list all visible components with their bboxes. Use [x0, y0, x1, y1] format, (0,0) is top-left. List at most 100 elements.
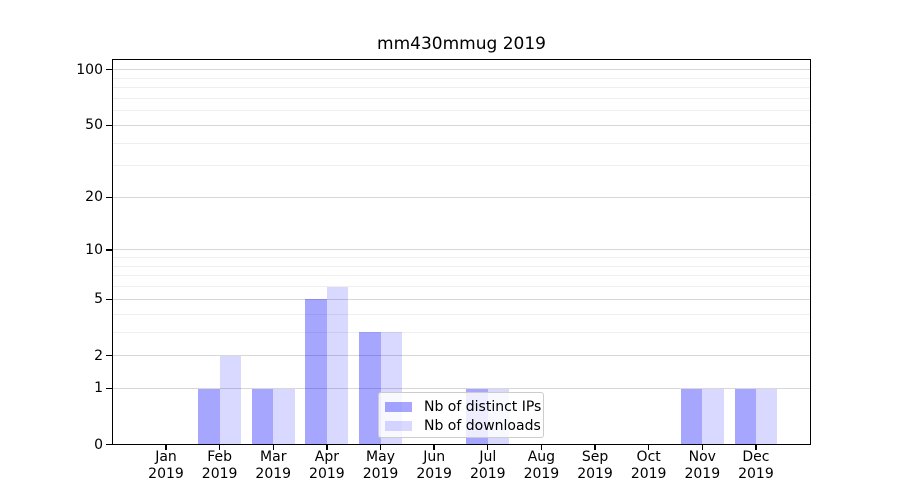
y-tick-mark-50: [106, 124, 112, 126]
gridline-minor-3: [112, 331, 811, 333]
gridline-minor-80: [112, 87, 811, 89]
legend-label-distinct-ips: Nb of distinct IPs: [424, 399, 542, 415]
y-tick-label-5: 5: [94, 291, 103, 308]
gridline-minor-30: [112, 165, 811, 167]
legend-item-downloads: Nb of downloads: [385, 417, 543, 435]
x-tick-mark-mar: [272, 445, 274, 450]
x-tick-label-aug: Aug 2019: [509, 449, 573, 483]
x-tick-label-oct: Oct 2019: [617, 449, 681, 483]
x-tick-month-may: May: [366, 449, 395, 465]
x-tick-month-sep: Sep: [581, 449, 609, 465]
bar-dec-nb-of-downloads: [755, 388, 778, 445]
x-tick-year-nov: 2019: [684, 466, 721, 482]
x-tick-label-jul: Jul 2019: [456, 449, 520, 483]
legend-item-distinct-ips: Nb of distinct IPs: [385, 398, 543, 416]
y-tick-mark-20: [106, 196, 112, 199]
x-tick-year-jan: 2019: [148, 466, 184, 482]
x-tick-month-oct: Oct: [636, 449, 661, 465]
x-tick-mark-jan: [165, 445, 167, 450]
bar-nov-nb-of-downloads: [702, 388, 724, 445]
y-tick-label-100: 100: [76, 61, 103, 78]
x-tick-year-apr: 2019: [309, 466, 345, 482]
x-tick-label-feb: Feb 2019: [188, 449, 252, 483]
x-tick-label-jan: Jan 2019: [134, 449, 198, 483]
bar-mar-nb-of-distinct-ips: [251, 388, 274, 445]
gridline-minor-7: [112, 275, 811, 277]
gridline-minor-9: [112, 257, 811, 259]
x-tick-month-nov: Nov: [688, 449, 716, 465]
gridline-minor-90: [112, 77, 811, 79]
gridline-minor-8: [112, 265, 811, 267]
x-tick-label-jun: Jun 2019: [402, 449, 466, 483]
y-tick-label-20: 20: [85, 189, 103, 206]
gridline-minor-6: [112, 286, 811, 288]
y-tick-mark-100: [106, 69, 112, 71]
x-tick-label-dec: Dec 2019: [724, 449, 788, 483]
legend-swatch-distinct-ips: [385, 402, 412, 412]
x-tick-month-dec: Dec: [742, 449, 770, 465]
y-tick-mark-2: [106, 354, 112, 357]
y-tick-mark-5: [106, 298, 112, 300]
x-tick-label-may: May 2019: [349, 449, 413, 483]
x-tick-mark-jul: [487, 445, 489, 450]
gridline-minor-70: [112, 97, 811, 99]
x-tick-year-sep: 2019: [577, 466, 613, 482]
y-tick-mark-1: [106, 387, 112, 390]
x-tick-mark-apr: [326, 445, 328, 450]
x-tick-label-sep: Sep 2019: [563, 449, 627, 483]
gridline-major-20: [112, 196, 811, 198]
x-tick-month-feb: Feb: [207, 449, 233, 465]
legend-swatch-downloads: [385, 421, 412, 431]
y-tick-label-50: 50: [85, 117, 103, 134]
x-tick-month-jun: Jun: [423, 449, 446, 465]
x-tick-mark-may: [379, 445, 382, 450]
y-tick-label-1: 1: [94, 380, 103, 397]
x-tick-month-apr: Apr: [314, 449, 339, 465]
y-tick-label-0: 0: [94, 436, 103, 453]
y-tick-label-2: 2: [94, 347, 103, 364]
bar-dec-nb-of-distinct-ips: [734, 388, 756, 445]
gridline-major-100: [112, 69, 811, 71]
bar-feb-nb-of-distinct-ips: [198, 388, 220, 445]
x-tick-year-mar: 2019: [255, 466, 292, 482]
bar-feb-nb-of-downloads: [219, 355, 242, 445]
grid-layer: [112, 59, 811, 445]
x-tick-year-feb: 2019: [201, 466, 238, 482]
axes-spines: [112, 59, 811, 445]
x-tick-mark-jun: [433, 445, 435, 450]
x-tick-label-mar: Mar 2019: [241, 449, 305, 483]
x-tick-year-jul: 2019: [469, 466, 506, 482]
gridline-major-10: [112, 249, 811, 251]
bar-apr-nb-of-distinct-ips: [305, 299, 327, 445]
x-tick-mark-aug: [540, 445, 543, 450]
x-tick-year-jun: 2019: [416, 466, 452, 482]
gridline-major-5: [112, 298, 811, 300]
x-tick-year-oct: 2019: [630, 466, 667, 482]
x-tick-year-aug: 2019: [523, 466, 560, 482]
gridline-minor-40: [112, 142, 811, 144]
gridline-major-1: [112, 387, 811, 389]
y-tick-mark-0: [106, 444, 112, 446]
gridline-major-2: [112, 355, 811, 357]
x-tick-mark-sep: [594, 445, 596, 450]
x-tick-mark-dec: [755, 445, 757, 450]
gridline-major-50: [112, 124, 811, 126]
legend-label-downloads: Nb of downloads: [424, 418, 541, 434]
x-tick-mark-oct: [647, 445, 650, 450]
x-tick-year-dec: 2019: [738, 466, 774, 482]
gridline-minor-60: [112, 110, 811, 112]
x-tick-mark-feb: [218, 445, 221, 450]
plot-area: [112, 59, 811, 445]
chart-title: mm430mmug 2019: [377, 34, 546, 54]
x-tick-month-aug: Aug: [527, 449, 556, 465]
x-tick-mark-nov: [701, 445, 703, 450]
y-tick-label-10: 10: [85, 241, 103, 258]
gridline-minor-4: [112, 313, 811, 315]
bar-mar-nb-of-downloads: [273, 388, 295, 445]
x-tick-label-nov: Nov 2019: [670, 449, 734, 483]
x-tick-month-mar: Mar: [260, 449, 287, 465]
x-tick-year-may: 2019: [362, 466, 399, 482]
x-tick-month-jul: Jul: [479, 449, 497, 465]
y-tick-mark-10: [106, 249, 112, 251]
